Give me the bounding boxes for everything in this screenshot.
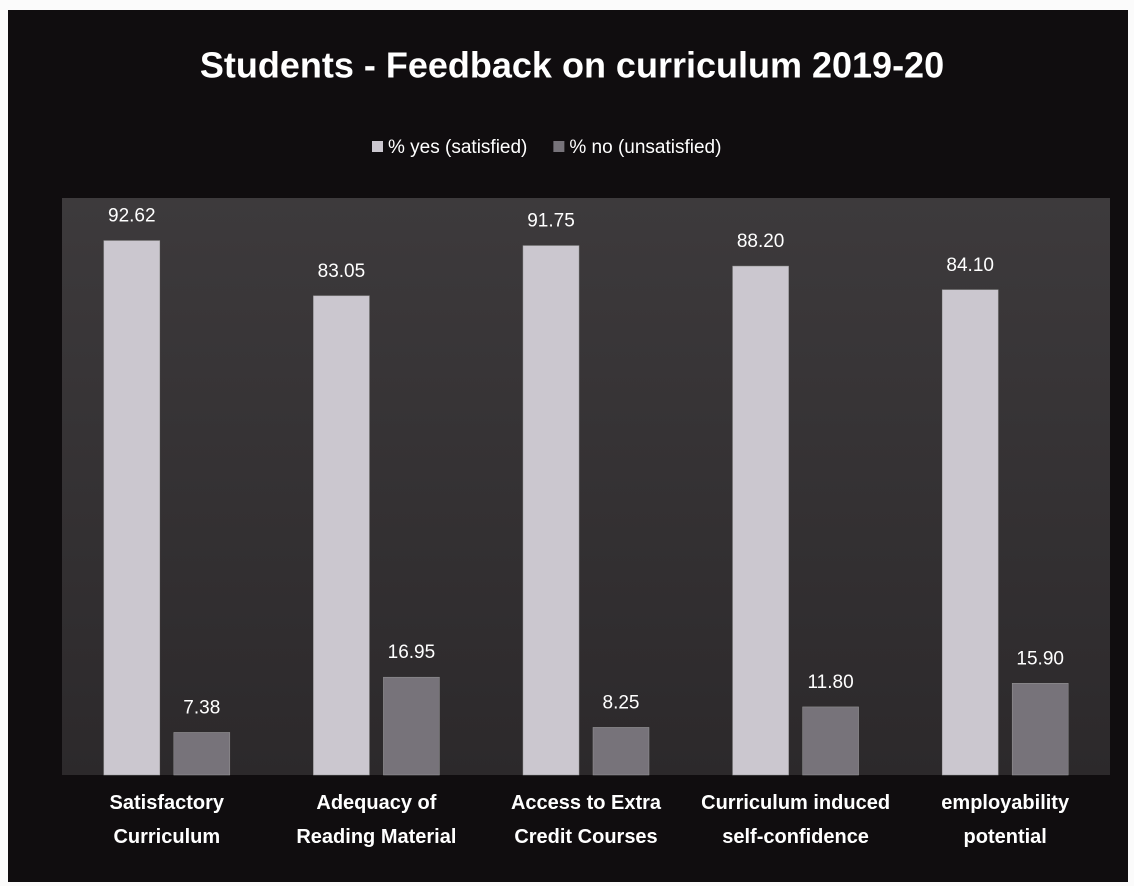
bar xyxy=(173,732,231,776)
plot-area xyxy=(62,198,1110,775)
legend-label: % no (unsatisfied) xyxy=(569,137,721,158)
bar xyxy=(313,295,370,776)
data-label: 8.25 xyxy=(603,692,640,713)
chart-title: Students - Feedback on curriculum 2019-2… xyxy=(200,45,944,86)
bar xyxy=(732,265,789,776)
bar xyxy=(802,706,859,776)
bar xyxy=(103,240,161,776)
bar xyxy=(383,676,440,776)
legend-swatch xyxy=(372,141,383,152)
bar xyxy=(522,245,580,776)
legend-swatch xyxy=(553,141,565,152)
x-tick-label: Satisfactory Curriculum xyxy=(109,792,225,848)
data-label: 15.90 xyxy=(1016,648,1064,669)
data-label: 83.05 xyxy=(318,261,366,282)
data-label: 16.95 xyxy=(388,642,436,663)
data-label: 11.80 xyxy=(808,672,854,693)
x-tick-label: Curriculum induced self-confidence xyxy=(701,792,891,848)
legend-label: % yes (satisfied) xyxy=(388,137,527,158)
bar xyxy=(592,727,650,776)
x-tick-label: Adequacy of Reading Material xyxy=(296,792,457,848)
data-label: 88.20 xyxy=(737,231,785,252)
x-tick-label: employability potential xyxy=(941,792,1070,848)
data-label: 84.10 xyxy=(946,255,994,276)
data-label: 7.38 xyxy=(183,697,220,718)
data-label: 92.62 xyxy=(108,206,156,227)
x-tick-label: Access to Extra Credit Courses xyxy=(510,792,662,848)
bar xyxy=(941,289,999,776)
data-label: 91.75 xyxy=(527,211,575,232)
bar xyxy=(1011,683,1069,776)
